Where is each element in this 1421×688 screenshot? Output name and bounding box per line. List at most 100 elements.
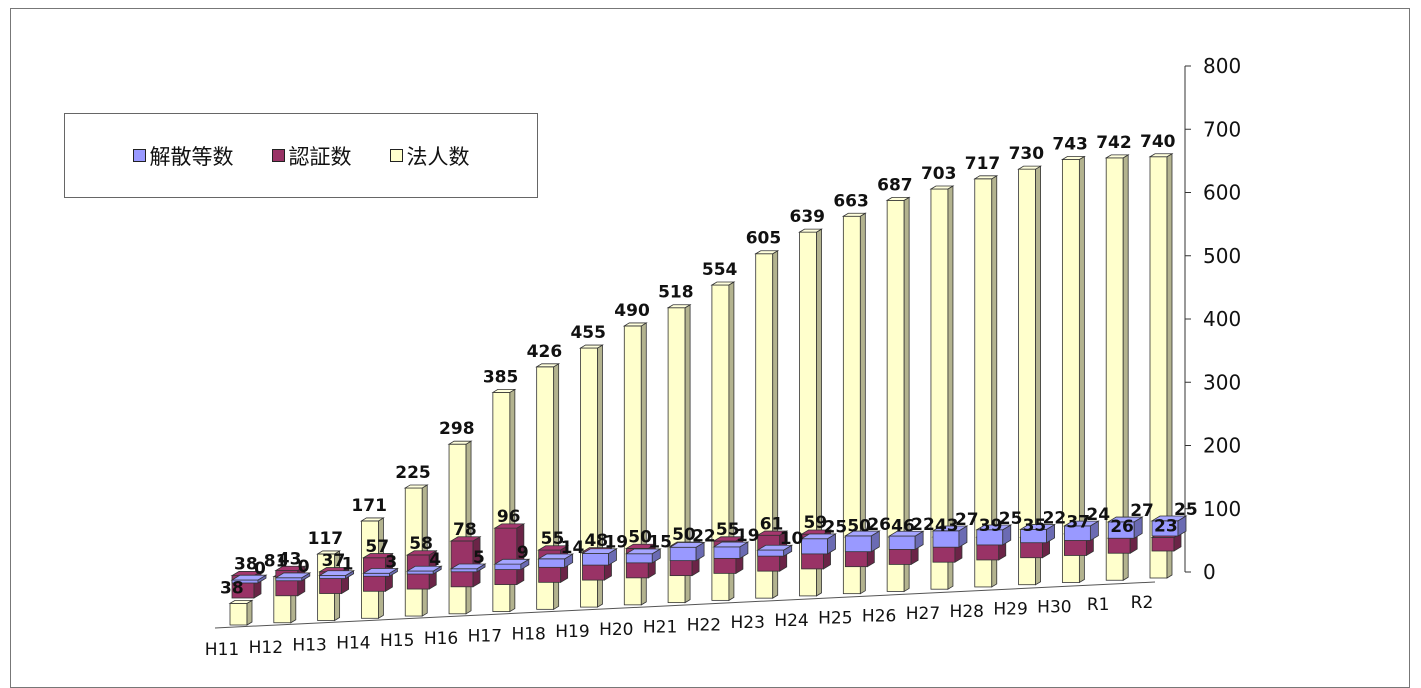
value-label-0-0: 0 bbox=[254, 559, 266, 579]
bar-top bbox=[1062, 520, 1100, 527]
bar-top bbox=[579, 344, 604, 349]
bar-front bbox=[494, 527, 518, 585]
value-label-0-12: 10 bbox=[780, 529, 804, 549]
bar-top bbox=[1150, 515, 1188, 522]
bar-top bbox=[535, 363, 561, 368]
x-tick-label: H24 bbox=[774, 611, 808, 631]
value-label-0-10: 22 bbox=[692, 526, 716, 546]
legend-item-dissolution: 解散等数 bbox=[132, 141, 234, 171]
bar-top bbox=[624, 548, 662, 555]
bar-top bbox=[931, 525, 969, 532]
value-label-0-13: 25 bbox=[824, 518, 848, 538]
bar-top bbox=[447, 440, 473, 445]
legend-swatch-certification bbox=[271, 149, 285, 162]
value-label-0-7: 14 bbox=[561, 538, 585, 558]
value-label-2-18: 730 bbox=[1009, 144, 1045, 164]
value-label-1-15: 46 bbox=[891, 516, 915, 536]
y-tick-label: 400 bbox=[1203, 307, 1241, 331]
bar-top bbox=[1017, 165, 1043, 170]
x-tick-label: H19 bbox=[555, 622, 589, 642]
bar-top bbox=[493, 523, 526, 529]
bar-top bbox=[1148, 153, 1174, 158]
bar-0-11 bbox=[712, 541, 750, 560]
value-label-1-1: 43 bbox=[278, 549, 302, 569]
value-label-2-20: 742 bbox=[1096, 133, 1132, 153]
x-tick-label: H17 bbox=[468, 627, 502, 647]
bar-top bbox=[361, 568, 399, 574]
y-tick-label: 200 bbox=[1203, 434, 1241, 458]
value-label-1-8: 48 bbox=[584, 531, 608, 551]
x-tick-label: H13 bbox=[292, 636, 326, 656]
bar-2-11 bbox=[710, 281, 736, 602]
bar-0-21 bbox=[1150, 515, 1188, 537]
value-label-2-3: 171 bbox=[351, 496, 387, 516]
bar-top bbox=[403, 484, 429, 489]
value-label-1-9: 50 bbox=[628, 527, 652, 547]
value-label-0-20: 27 bbox=[1130, 501, 1154, 521]
bar-top bbox=[800, 533, 837, 540]
bar-top bbox=[1104, 154, 1130, 159]
bar-top bbox=[274, 565, 307, 571]
bar-2-18 bbox=[1017, 165, 1043, 586]
bar-top bbox=[230, 574, 268, 581]
y-tick-label: 300 bbox=[1203, 370, 1241, 394]
bar-0-17 bbox=[975, 524, 1013, 546]
bar-top bbox=[843, 530, 881, 537]
value-label-2-13: 639 bbox=[790, 207, 826, 227]
bar-2-12 bbox=[754, 250, 780, 599]
bar-top bbox=[537, 545, 570, 551]
bar-top bbox=[887, 530, 925, 537]
bar-top bbox=[756, 530, 789, 536]
legend-label-certification: 認証数 bbox=[288, 144, 352, 169]
value-label-1-16: 43 bbox=[935, 516, 959, 536]
value-label-1-12: 61 bbox=[760, 514, 784, 534]
x-tick-label: H26 bbox=[862, 606, 896, 626]
value-label-2-8: 455 bbox=[570, 323, 606, 343]
bar-top bbox=[359, 517, 385, 522]
legend-item-corporations: 法人数 bbox=[389, 141, 470, 171]
value-label-0-15: 22 bbox=[911, 515, 935, 535]
legend-label-dissolution: 解散等数 bbox=[149, 144, 234, 169]
bar-2-10 bbox=[666, 304, 692, 604]
value-label-1-17: 39 bbox=[979, 516, 1003, 536]
bar-front bbox=[888, 535, 916, 550]
bar-top bbox=[228, 599, 254, 604]
value-label-0-9: 15 bbox=[648, 533, 672, 553]
value-label-1-20: 26 bbox=[1110, 517, 1134, 537]
series-group-2 bbox=[228, 153, 1174, 626]
bar-top bbox=[493, 558, 531, 565]
y-tick-label: 0 bbox=[1203, 560, 1216, 584]
bar-front bbox=[713, 546, 741, 559]
x-tick-label: H27 bbox=[906, 604, 940, 624]
value-label-0-2: 1 bbox=[342, 555, 354, 575]
bar-2-9 bbox=[622, 322, 648, 606]
x-tick-label: H28 bbox=[950, 602, 984, 622]
value-label-0-14: 26 bbox=[867, 515, 891, 535]
legend-swatch-dissolution bbox=[132, 149, 146, 162]
value-label-2-0: 38 bbox=[220, 578, 244, 598]
value-label-2-4: 225 bbox=[395, 463, 431, 483]
x-tick-label: H29 bbox=[993, 600, 1027, 620]
bar-top bbox=[754, 250, 780, 255]
x-tick-label: R1 bbox=[1087, 595, 1110, 615]
bar-top bbox=[756, 544, 794, 551]
value-label-1-6: 96 bbox=[497, 507, 521, 527]
bar-2-19 bbox=[1060, 155, 1086, 584]
bar-0-0 bbox=[230, 574, 268, 584]
bar-2-16 bbox=[929, 185, 955, 590]
x-tick-label: H20 bbox=[599, 620, 633, 640]
bar-top bbox=[973, 175, 999, 180]
bar-front bbox=[1107, 537, 1131, 554]
bar-2-13 bbox=[798, 228, 823, 597]
bar-top bbox=[668, 542, 706, 548]
bar-0-4 bbox=[405, 565, 443, 575]
bar-top bbox=[316, 550, 342, 555]
bar-front bbox=[844, 535, 872, 553]
bar-top bbox=[537, 553, 575, 560]
legend-swatch-corporations bbox=[389, 149, 403, 162]
y-tick-label: 100 bbox=[1203, 497, 1241, 521]
bar-2-20 bbox=[1104, 154, 1130, 581]
value-label-0-5: 5 bbox=[473, 548, 485, 568]
bar-top bbox=[624, 543, 657, 549]
value-label-0-17: 25 bbox=[999, 509, 1023, 529]
